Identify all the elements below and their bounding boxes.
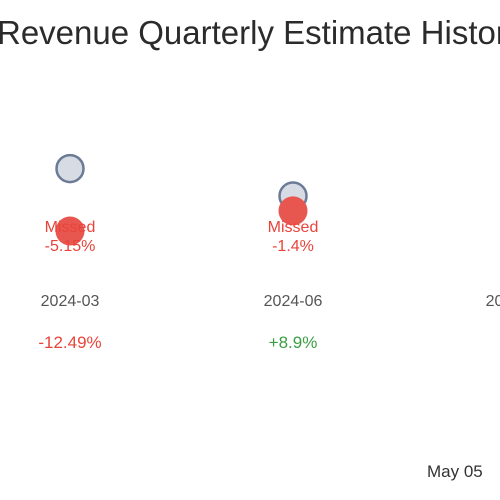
actual-point — [278, 196, 308, 226]
period-label: 2024-03 — [41, 293, 100, 310]
period-label: 2024-09 — [486, 293, 500, 310]
surprise-label: -1.4% — [272, 238, 314, 255]
chart-title: Revenue Quarterly Estimate History — [0, 14, 500, 51]
change-label: +8.9% — [269, 333, 318, 352]
status-label: Missed — [268, 219, 319, 236]
status-label: Missed — [45, 219, 96, 236]
change-label: -12.49% — [38, 333, 101, 352]
footer-date: May 05 — [427, 462, 483, 481]
period-label: 2024-06 — [264, 293, 323, 310]
estimate-point — [55, 153, 85, 184]
actual-point — [55, 216, 85, 246]
surprise-label: -5.15% — [45, 238, 96, 255]
